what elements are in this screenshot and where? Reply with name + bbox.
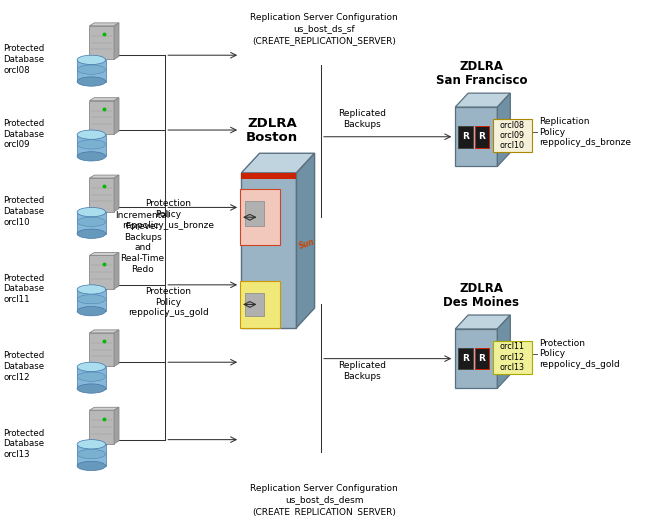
- Text: R: R: [478, 132, 485, 141]
- Bar: [474, 348, 489, 369]
- Bar: [89, 101, 114, 134]
- Bar: [241, 173, 297, 328]
- Ellipse shape: [77, 65, 106, 74]
- Text: Replicated
Backups: Replicated Backups: [338, 109, 386, 129]
- Ellipse shape: [77, 440, 106, 449]
- Ellipse shape: [77, 152, 106, 161]
- Text: Protected
Database
orcl09: Protected Database orcl09: [3, 119, 45, 150]
- Ellipse shape: [77, 362, 106, 372]
- Polygon shape: [498, 315, 511, 388]
- Text: Replicated
Backups: Replicated Backups: [338, 361, 386, 381]
- Bar: [492, 341, 531, 374]
- Text: ZDLRA
San Francisco: ZDLRA San Francisco: [435, 60, 527, 87]
- Bar: [241, 173, 297, 179]
- Bar: [89, 333, 114, 366]
- Polygon shape: [89, 175, 119, 178]
- Bar: [240, 281, 280, 328]
- Text: Protected
Database
orcl11: Protected Database orcl11: [3, 273, 45, 304]
- Polygon shape: [114, 98, 119, 134]
- Bar: [474, 126, 489, 148]
- Polygon shape: [296, 153, 314, 328]
- Polygon shape: [89, 407, 119, 410]
- Text: Protection
Policy
reppolicy_us_bronze: Protection Policy reppolicy_us_bronze: [122, 199, 214, 230]
- Bar: [89, 26, 114, 59]
- Polygon shape: [114, 330, 119, 366]
- Text: orcl11
orcl12
orcl13: orcl11 orcl12 orcl13: [500, 343, 525, 372]
- Text: R: R: [478, 354, 485, 363]
- Ellipse shape: [77, 295, 106, 304]
- Polygon shape: [89, 23, 119, 26]
- Text: Protected
Database
orcl10: Protected Database orcl10: [3, 196, 45, 227]
- Ellipse shape: [77, 55, 106, 64]
- Text: Incremental
Forever
Backups
and
Real-Time
Redo: Incremental Forever Backups and Real-Tim…: [115, 211, 170, 274]
- Bar: [77, 60, 106, 82]
- Polygon shape: [114, 175, 119, 212]
- Polygon shape: [114, 252, 119, 289]
- Polygon shape: [455, 93, 511, 107]
- Text: ZDLRA
Des Moines: ZDLRA Des Moines: [443, 282, 520, 310]
- Bar: [77, 135, 106, 156]
- Text: Sun: Sun: [297, 237, 316, 251]
- Polygon shape: [89, 330, 119, 333]
- Polygon shape: [498, 93, 511, 166]
- Bar: [492, 119, 531, 152]
- Text: Replication Server Configuration
us_bost_ds_sf
(CREATE_REPLICATION_SERVER): Replication Server Configuration us_bost…: [250, 13, 398, 45]
- Bar: [89, 178, 114, 212]
- Bar: [77, 367, 106, 389]
- Bar: [77, 444, 106, 466]
- Polygon shape: [114, 407, 119, 444]
- Polygon shape: [89, 98, 119, 101]
- Bar: [77, 289, 106, 311]
- Polygon shape: [89, 252, 119, 255]
- Polygon shape: [455, 315, 511, 329]
- Text: Replication Server Configuration
us_bost_ds_desm
(CREATE_REPLICATION_SERVER): Replication Server Configuration us_bost…: [250, 484, 398, 516]
- Text: Protection
Policy
reppolicy_ds_gold: Protection Policy reppolicy_ds_gold: [539, 338, 620, 369]
- Bar: [89, 410, 114, 444]
- Ellipse shape: [77, 372, 106, 381]
- Bar: [459, 348, 473, 369]
- Bar: [459, 126, 473, 148]
- Text: Protection
Policy
reppolicy_us_gold: Protection Policy reppolicy_us_gold: [128, 287, 209, 317]
- Text: orcl08
orcl09
orcl10: orcl08 orcl09 orcl10: [500, 121, 525, 150]
- Text: Protected
Database
orcl13: Protected Database orcl13: [3, 428, 45, 459]
- Ellipse shape: [77, 130, 106, 139]
- Ellipse shape: [77, 140, 106, 149]
- Bar: [245, 201, 264, 225]
- Text: R: R: [462, 132, 469, 141]
- Bar: [455, 329, 498, 388]
- Ellipse shape: [77, 77, 106, 86]
- Ellipse shape: [77, 285, 106, 294]
- Bar: [455, 107, 498, 166]
- Text: R: R: [462, 354, 469, 363]
- Polygon shape: [241, 153, 314, 173]
- Text: ZDLRA
Boston: ZDLRA Boston: [246, 118, 298, 144]
- Ellipse shape: [77, 307, 106, 316]
- Bar: [245, 293, 264, 316]
- Bar: [240, 189, 280, 245]
- Ellipse shape: [77, 229, 106, 238]
- Text: Protected
Database
orcl12: Protected Database orcl12: [3, 351, 45, 382]
- Ellipse shape: [77, 207, 106, 217]
- Bar: [77, 212, 106, 234]
- Text: Protected
Database
orcl08: Protected Database orcl08: [3, 44, 45, 75]
- Bar: [89, 255, 114, 289]
- Ellipse shape: [77, 217, 106, 227]
- Ellipse shape: [77, 449, 106, 459]
- Ellipse shape: [77, 461, 106, 471]
- Text: Replication
Policy
reppolicy_ds_bronze: Replication Policy reppolicy_ds_bronze: [539, 117, 631, 148]
- Polygon shape: [114, 23, 119, 59]
- Ellipse shape: [77, 384, 106, 393]
